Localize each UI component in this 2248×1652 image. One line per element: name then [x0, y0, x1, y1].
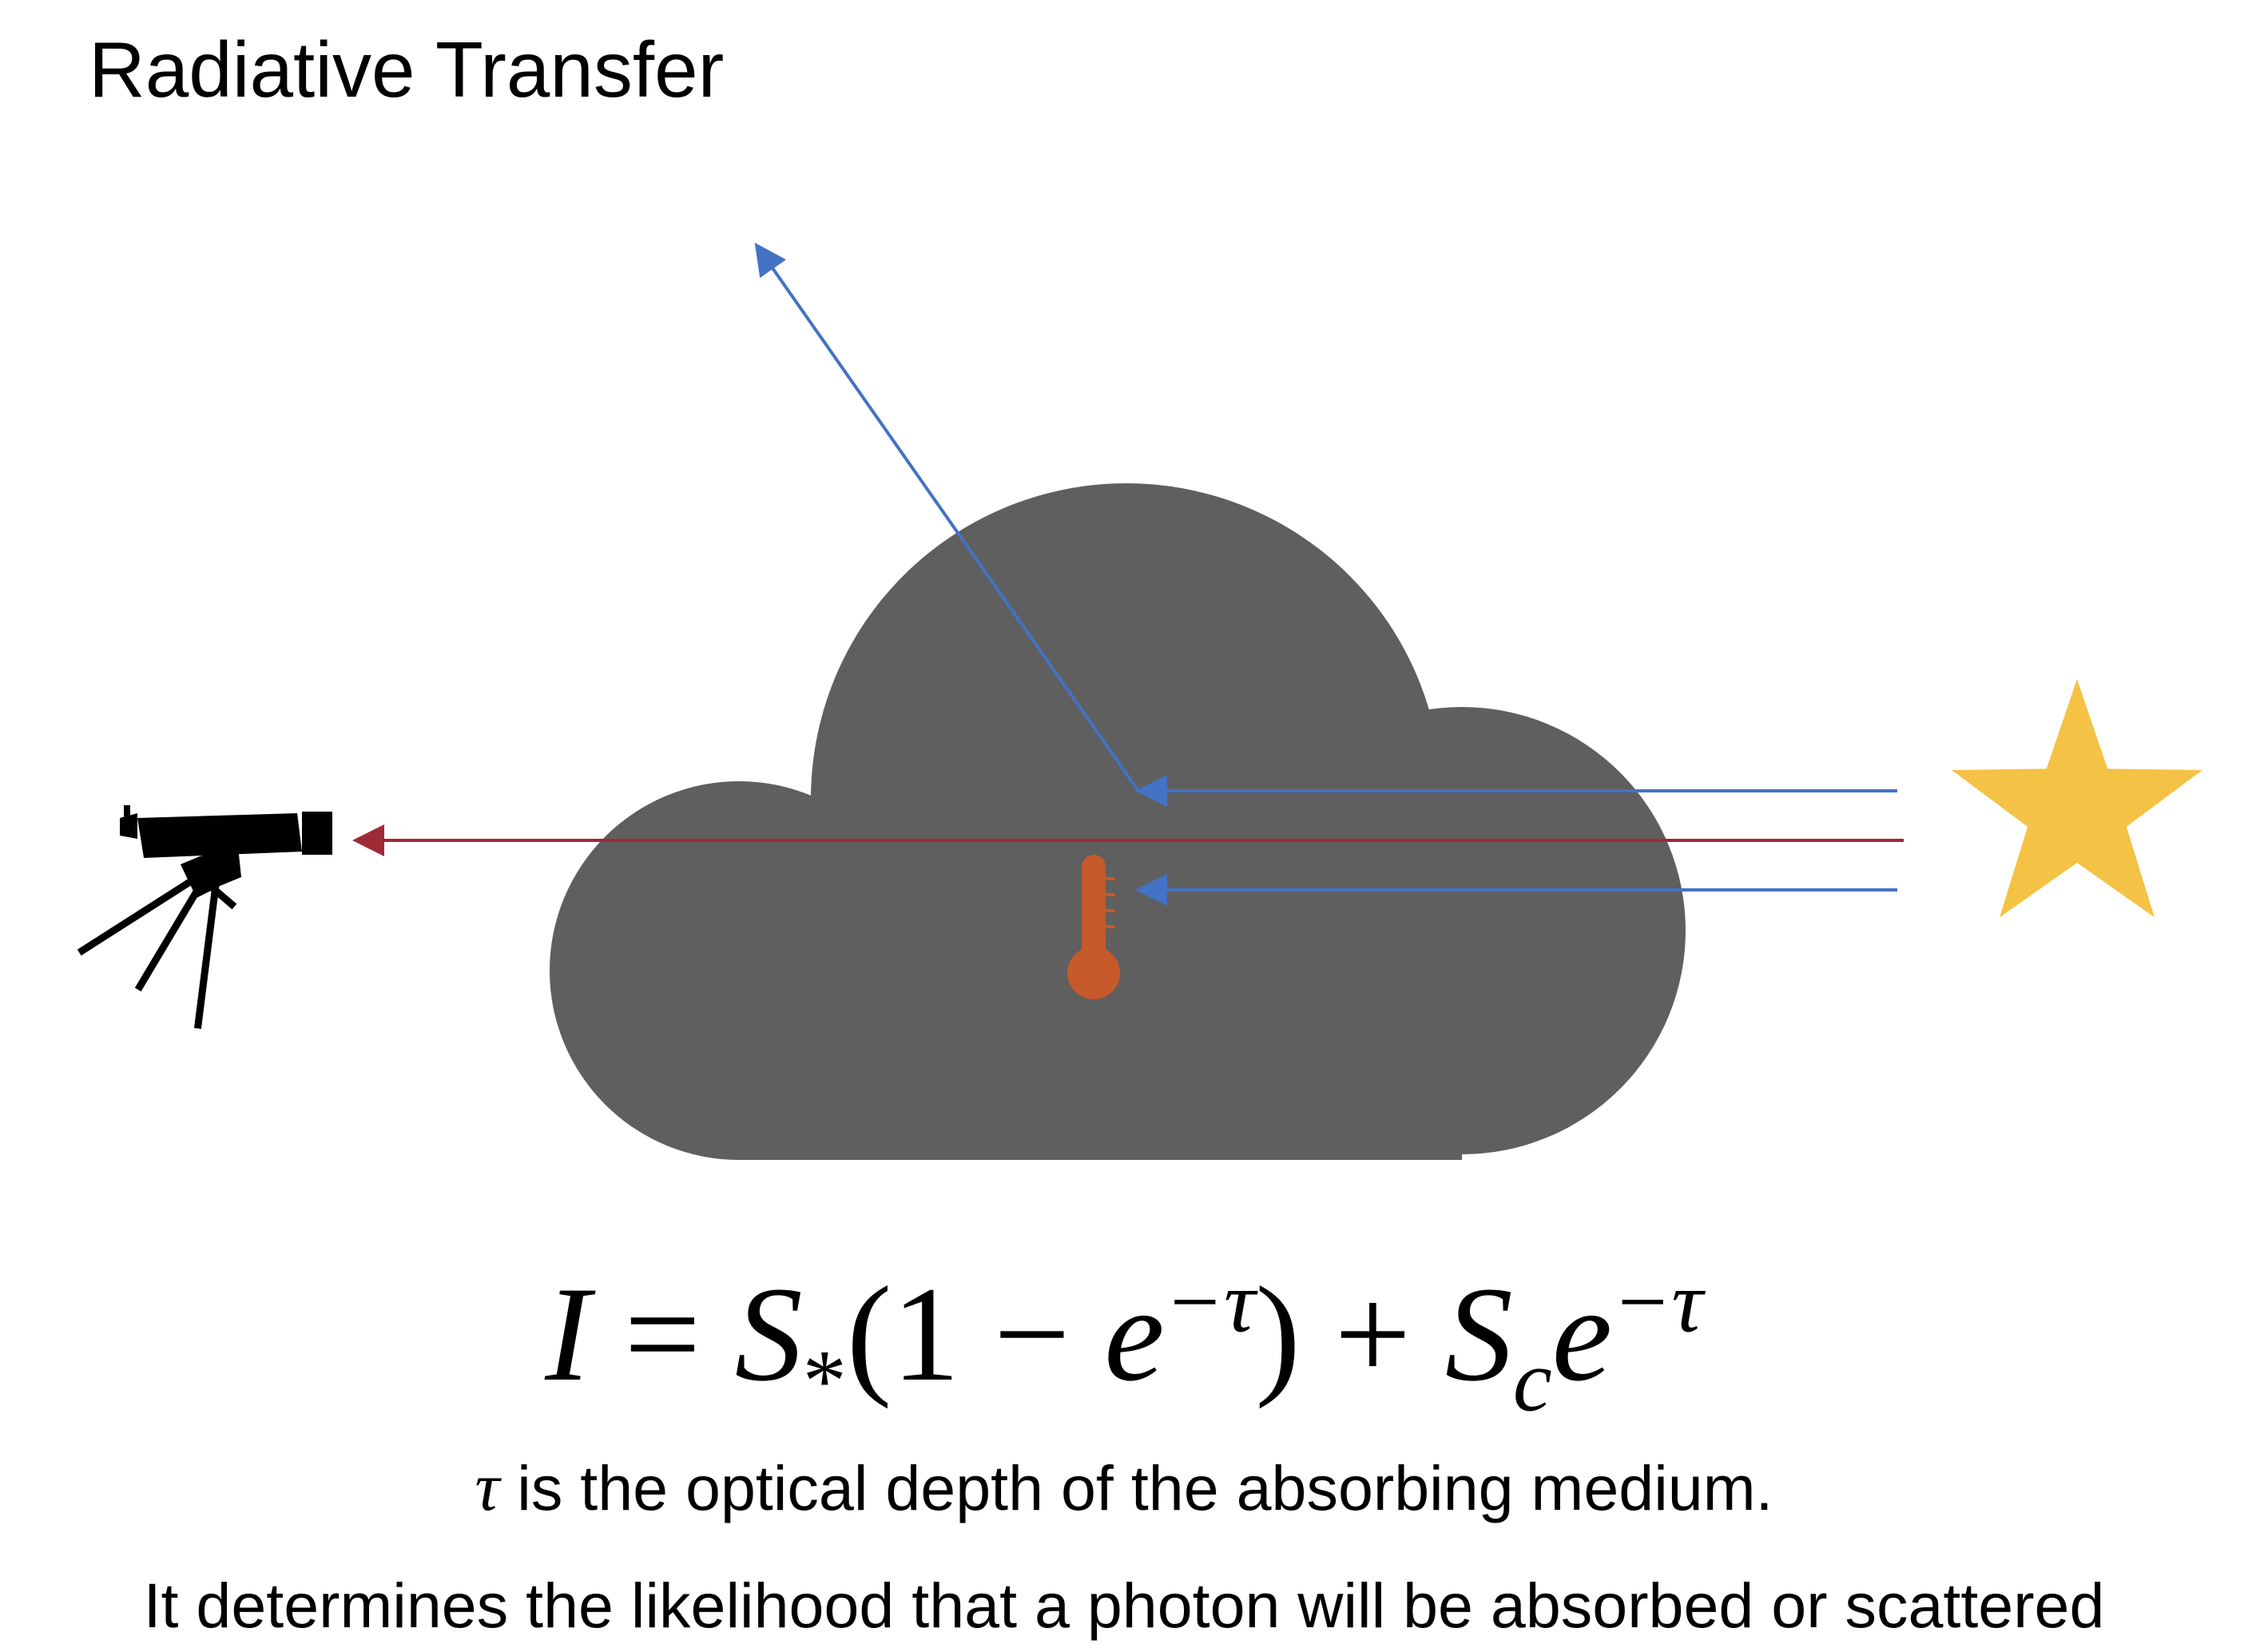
eq-intensity: I [545, 1259, 590, 1409]
eq-close-plus: ) + [1255, 1259, 1445, 1409]
ray-scattered-outgoing [754, 242, 1140, 792]
star-icon [1952, 679, 2202, 918]
eq-equals: = [624, 1259, 701, 1409]
caption-likelihood: It determines the likelihood that a phot… [143, 1570, 2105, 1641]
caption-tau-symbol: τ [475, 1448, 500, 1525]
eq-source-star-sub: * [802, 1332, 847, 1430]
telescope-icon [77, 805, 332, 1030]
thermometer-icon [1067, 855, 1120, 999]
page-title: Radiative Transfer [89, 26, 725, 113]
caption-optical-depth: τ is the optical depth of the absorbing … [0, 1452, 2248, 1521]
cloud-shape [550, 483, 1686, 1160]
eq-source-cloud: S [1444, 1259, 1513, 1409]
eq-open: (1 − [846, 1259, 1105, 1409]
eq-exp-base-1: e [1104, 1259, 1165, 1409]
radiative-transfer-equation: I = S*(1 − e−τ) + Sce−τ [0, 1258, 2248, 1425]
eq-exp-2: −τ [1612, 1253, 1703, 1351]
eq-exp-base-2: e [1551, 1259, 1613, 1409]
eq-source-star: S [734, 1259, 803, 1409]
caption-line1-text: is the optical depth of the absorbing me… [499, 1452, 1773, 1523]
eq-source-cloud-sub: c [1512, 1332, 1552, 1430]
eq-exp-1: −τ [1164, 1253, 1256, 1351]
